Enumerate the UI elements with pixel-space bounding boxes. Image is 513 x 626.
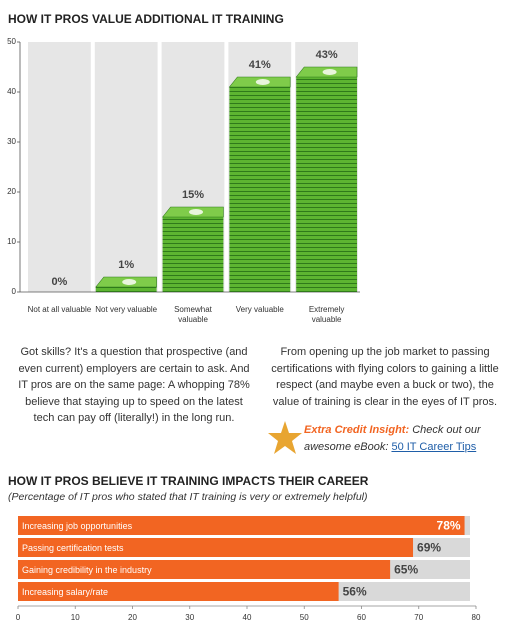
x-tick-label: Not very valuable bbox=[95, 305, 158, 314]
value-label: 1% bbox=[118, 259, 134, 271]
y-tick-label: 30 bbox=[7, 137, 16, 146]
bill-seal bbox=[189, 209, 203, 215]
x-tick-label: 80 bbox=[472, 613, 481, 622]
y-tick-label: 20 bbox=[7, 187, 16, 196]
column-bg bbox=[94, 42, 158, 292]
x-tick-label: 10 bbox=[71, 613, 80, 622]
category-label: Increasing salary/rate bbox=[22, 587, 108, 597]
chart-subtitle: (Percentage of IT pros who stated that I… bbox=[8, 491, 368, 503]
bill-seal bbox=[322, 69, 337, 75]
value-label: 65% bbox=[394, 563, 418, 577]
value-label: 78% bbox=[437, 519, 461, 533]
bill-seal bbox=[255, 79, 270, 85]
value-label: 15% bbox=[182, 189, 204, 201]
value-label: 56% bbox=[343, 585, 367, 599]
bar bbox=[229, 87, 291, 292]
x-tick-label: 60 bbox=[357, 613, 366, 622]
ebook-link[interactable]: 50 IT Career Tips bbox=[391, 441, 477, 453]
insight: Extra Credit Insight: Check out our awes… bbox=[304, 422, 504, 456]
bar bbox=[18, 516, 465, 535]
x-tick-label: 40 bbox=[243, 613, 252, 622]
x-tick-label: Extremely valuable bbox=[308, 305, 345, 324]
value-label: 41% bbox=[249, 59, 271, 71]
x-tick-label: 70 bbox=[414, 613, 423, 622]
category-label: Gaining credibility in the industry bbox=[22, 565, 152, 575]
insight-label: Extra Credit Insight: bbox=[304, 424, 410, 436]
insight-text: Check out our awesome eBook: bbox=[304, 424, 481, 453]
value-label: 0% bbox=[51, 276, 67, 288]
bill-seal bbox=[122, 279, 137, 285]
bar bbox=[296, 77, 357, 292]
column-bg bbox=[28, 42, 91, 292]
chart-title: HOW IT PROS BELIEVE IT TRAINING IMPACTS … bbox=[8, 474, 369, 488]
x-tick-label: 30 bbox=[185, 613, 194, 622]
bar bbox=[95, 287, 157, 292]
category-label: Increasing job opportunities bbox=[22, 521, 133, 531]
value-label: 43% bbox=[316, 49, 338, 61]
bar bbox=[18, 538, 414, 557]
category-label: Passing certification tests bbox=[22, 543, 124, 553]
y-tick-label: 10 bbox=[7, 237, 16, 246]
x-tick-label: 0 bbox=[16, 613, 21, 622]
paragraph: Got skills? It's a question that prospec… bbox=[18, 346, 250, 424]
bar bbox=[162, 217, 224, 292]
x-tick-label: 20 bbox=[128, 613, 137, 622]
bar bbox=[18, 582, 339, 601]
x-tick-label: Somewhat valuable bbox=[174, 305, 212, 324]
x-tick-label: 50 bbox=[300, 613, 309, 622]
value-label: 69% bbox=[417, 541, 441, 555]
bar bbox=[18, 560, 391, 579]
x-tick-label: Not at all valuable bbox=[27, 305, 92, 314]
paragraph: From opening up the job market to passin… bbox=[271, 346, 499, 408]
y-tick-label: 50 bbox=[7, 37, 16, 46]
star-icon bbox=[268, 421, 302, 454]
x-tick-label: Very valuable bbox=[235, 305, 284, 314]
y-tick-label: 40 bbox=[7, 87, 16, 96]
y-tick-label: 0 bbox=[12, 287, 17, 296]
chart-title: HOW IT PROS VALUE ADDITIONAL IT TRAINING bbox=[8, 12, 284, 26]
